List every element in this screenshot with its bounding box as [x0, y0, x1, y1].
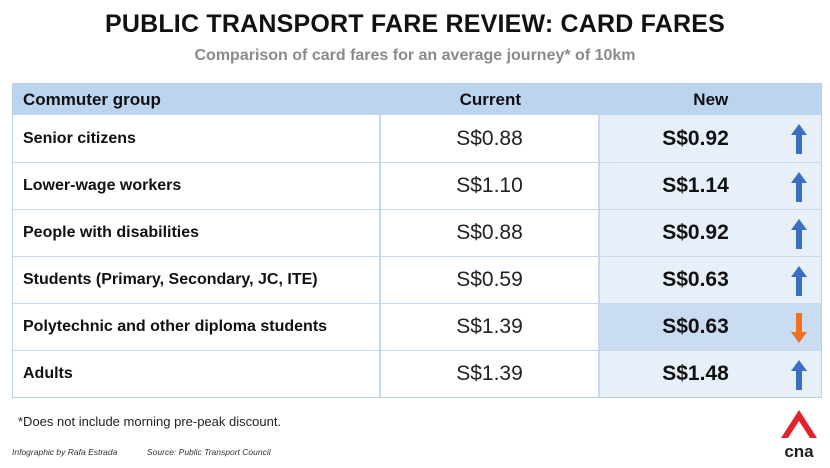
cell-current-fare: S$1.10 [381, 163, 600, 209]
header-commuter-group: Commuter group [23, 89, 161, 109]
cell-new-fare: S$0.92 [600, 115, 821, 162]
arrow-up-icon [791, 172, 807, 202]
page-subtitle: Comparison of card fares for an average … [194, 47, 636, 64]
fare-table: Commuter group Current New Senior citize… [12, 83, 822, 398]
credit-source: Source: Public Transport Council [147, 447, 271, 457]
new-fare-value: S$1.48 [662, 362, 729, 385]
table-row: Senior citizens S$0.88 S$0.92 [13, 115, 821, 162]
header-current: Current [459, 89, 522, 109]
arrow-up-icon [791, 360, 807, 390]
table-row: Lower-wage workers S$1.10 S$1.14 [13, 162, 821, 209]
header-new: New [693, 89, 729, 109]
cell-commuter-group: Lower-wage workers [13, 163, 381, 209]
new-fare-value: S$0.63 [662, 315, 729, 338]
page-title: PUBLIC TRANSPORT FARE REVIEW: CARD FARES [104, 10, 726, 38]
new-fare-value: S$0.63 [662, 268, 729, 291]
table-body: Senior citizens S$0.88 S$0.92 Lower-wage… [13, 115, 821, 397]
cell-new-fare: S$0.63 [600, 304, 821, 350]
cell-new-fare: S$0.63 [600, 257, 821, 303]
cell-new-fare: S$1.14 [600, 163, 821, 209]
new-fare-value: S$1.14 [662, 174, 729, 197]
cell-current-fare: S$1.39 [381, 351, 600, 397]
table-row: Adults S$1.39 S$1.48 [13, 350, 821, 397]
new-fare-value: S$0.92 [662, 221, 729, 244]
table-row: Polytechnic and other diploma students S… [13, 303, 821, 350]
table-row: Students (Primary, Secondary, JC, ITE) S… [13, 256, 821, 303]
cell-current-fare: S$0.88 [381, 115, 600, 162]
arrow-down-icon [791, 313, 807, 343]
cna-logo-icon: cna [781, 410, 817, 460]
arrow-up-icon [791, 124, 807, 154]
new-fare-value: S$0.92 [662, 126, 729, 150]
table-header: Commuter group Current New [13, 84, 821, 115]
cell-current-fare: S$0.88 [381, 210, 600, 256]
cell-commuter-group: People with disabilities [13, 210, 381, 256]
logo-text: cna [784, 442, 814, 460]
table-row: People with disabilities S$0.88 S$0.92 [13, 209, 821, 256]
cell-new-fare: S$0.92 [600, 210, 821, 256]
arrow-up-icon [791, 266, 807, 296]
cell-commuter-group: Polytechnic and other diploma students [13, 304, 381, 350]
footnote: *Does not include morning pre-peak disco… [18, 414, 282, 429]
cell-commuter-group: Students (Primary, Secondary, JC, ITE) [13, 257, 381, 303]
arrow-up-icon [791, 219, 807, 249]
credit-author: Infographic by Rafa Estrada [12, 447, 118, 457]
cell-commuter-group: Senior citizens [13, 115, 381, 162]
cell-current-fare: S$0.59 [381, 257, 600, 303]
cell-commuter-group: Adults [13, 351, 381, 397]
cell-current-fare: S$1.39 [381, 304, 600, 350]
cell-new-fare: S$1.48 [600, 351, 821, 397]
